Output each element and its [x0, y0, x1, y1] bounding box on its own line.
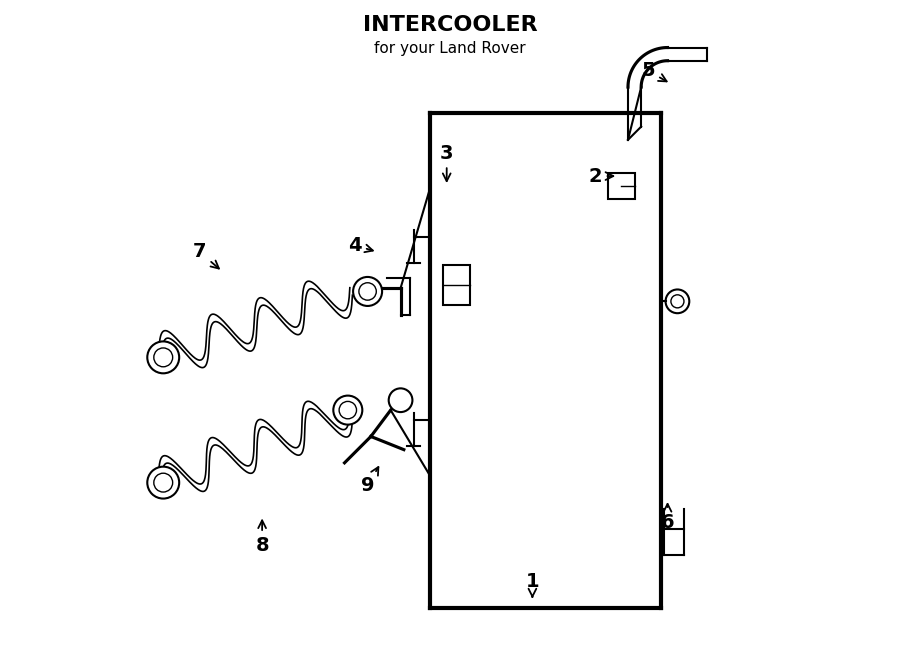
Circle shape	[389, 389, 412, 412]
Circle shape	[359, 283, 376, 300]
Circle shape	[670, 295, 684, 308]
Circle shape	[353, 277, 382, 306]
Text: 2: 2	[589, 167, 613, 185]
Text: for your Land Rover: for your Land Rover	[374, 41, 526, 56]
Text: 6: 6	[661, 504, 674, 532]
Bar	[444, 265, 470, 305]
Bar	[608, 173, 634, 199]
Text: INTERCOOLER: INTERCOOLER	[363, 15, 537, 34]
Bar	[430, 113, 661, 608]
Text: 3: 3	[440, 144, 454, 181]
Circle shape	[154, 473, 173, 492]
Text: 5: 5	[641, 61, 667, 81]
Circle shape	[666, 289, 689, 313]
Text: 7: 7	[193, 242, 219, 269]
Bar	[430, 113, 661, 608]
Circle shape	[339, 401, 356, 419]
Text: 4: 4	[347, 236, 373, 255]
Text: 8: 8	[256, 520, 269, 555]
Text: 1: 1	[526, 572, 539, 597]
Circle shape	[154, 348, 173, 367]
Circle shape	[148, 467, 179, 498]
Text: 9: 9	[361, 467, 378, 495]
Circle shape	[148, 342, 179, 373]
Circle shape	[333, 396, 363, 424]
